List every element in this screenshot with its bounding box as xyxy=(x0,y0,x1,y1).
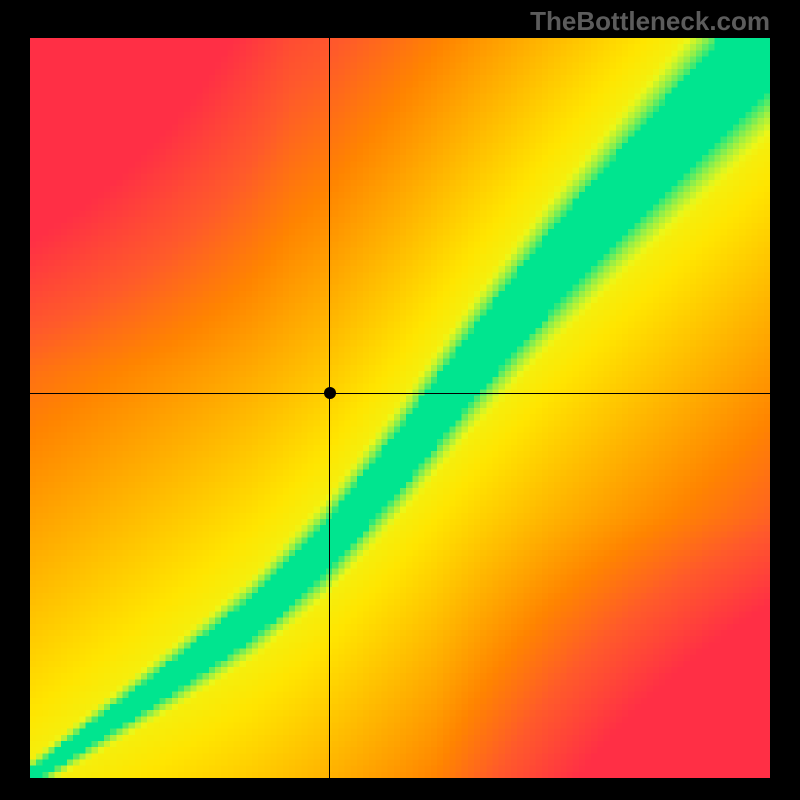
crosshair-vertical xyxy=(329,38,330,778)
crosshair-horizontal xyxy=(30,393,770,394)
selection-marker[interactable] xyxy=(324,387,336,399)
heatmap-canvas xyxy=(30,38,770,778)
bottleneck-heatmap xyxy=(30,38,770,778)
watermark-text: TheBottleneck.com xyxy=(530,6,770,37)
